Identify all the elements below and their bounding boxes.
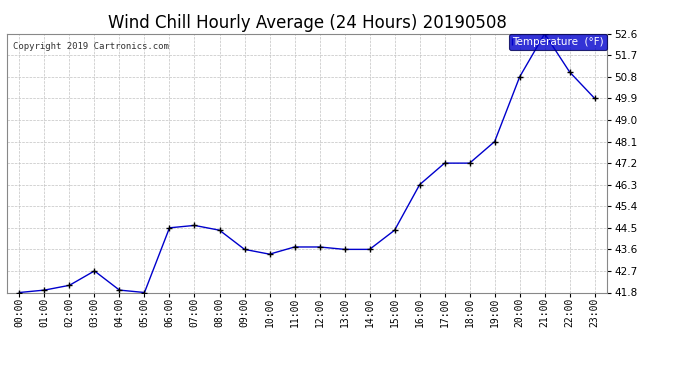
Legend: Temperature  (°F): Temperature (°F) — [509, 34, 607, 50]
Text: Copyright 2019 Cartronics.com: Copyright 2019 Cartronics.com — [13, 42, 169, 51]
Title: Wind Chill Hourly Average (24 Hours) 20190508: Wind Chill Hourly Average (24 Hours) 201… — [108, 14, 506, 32]
